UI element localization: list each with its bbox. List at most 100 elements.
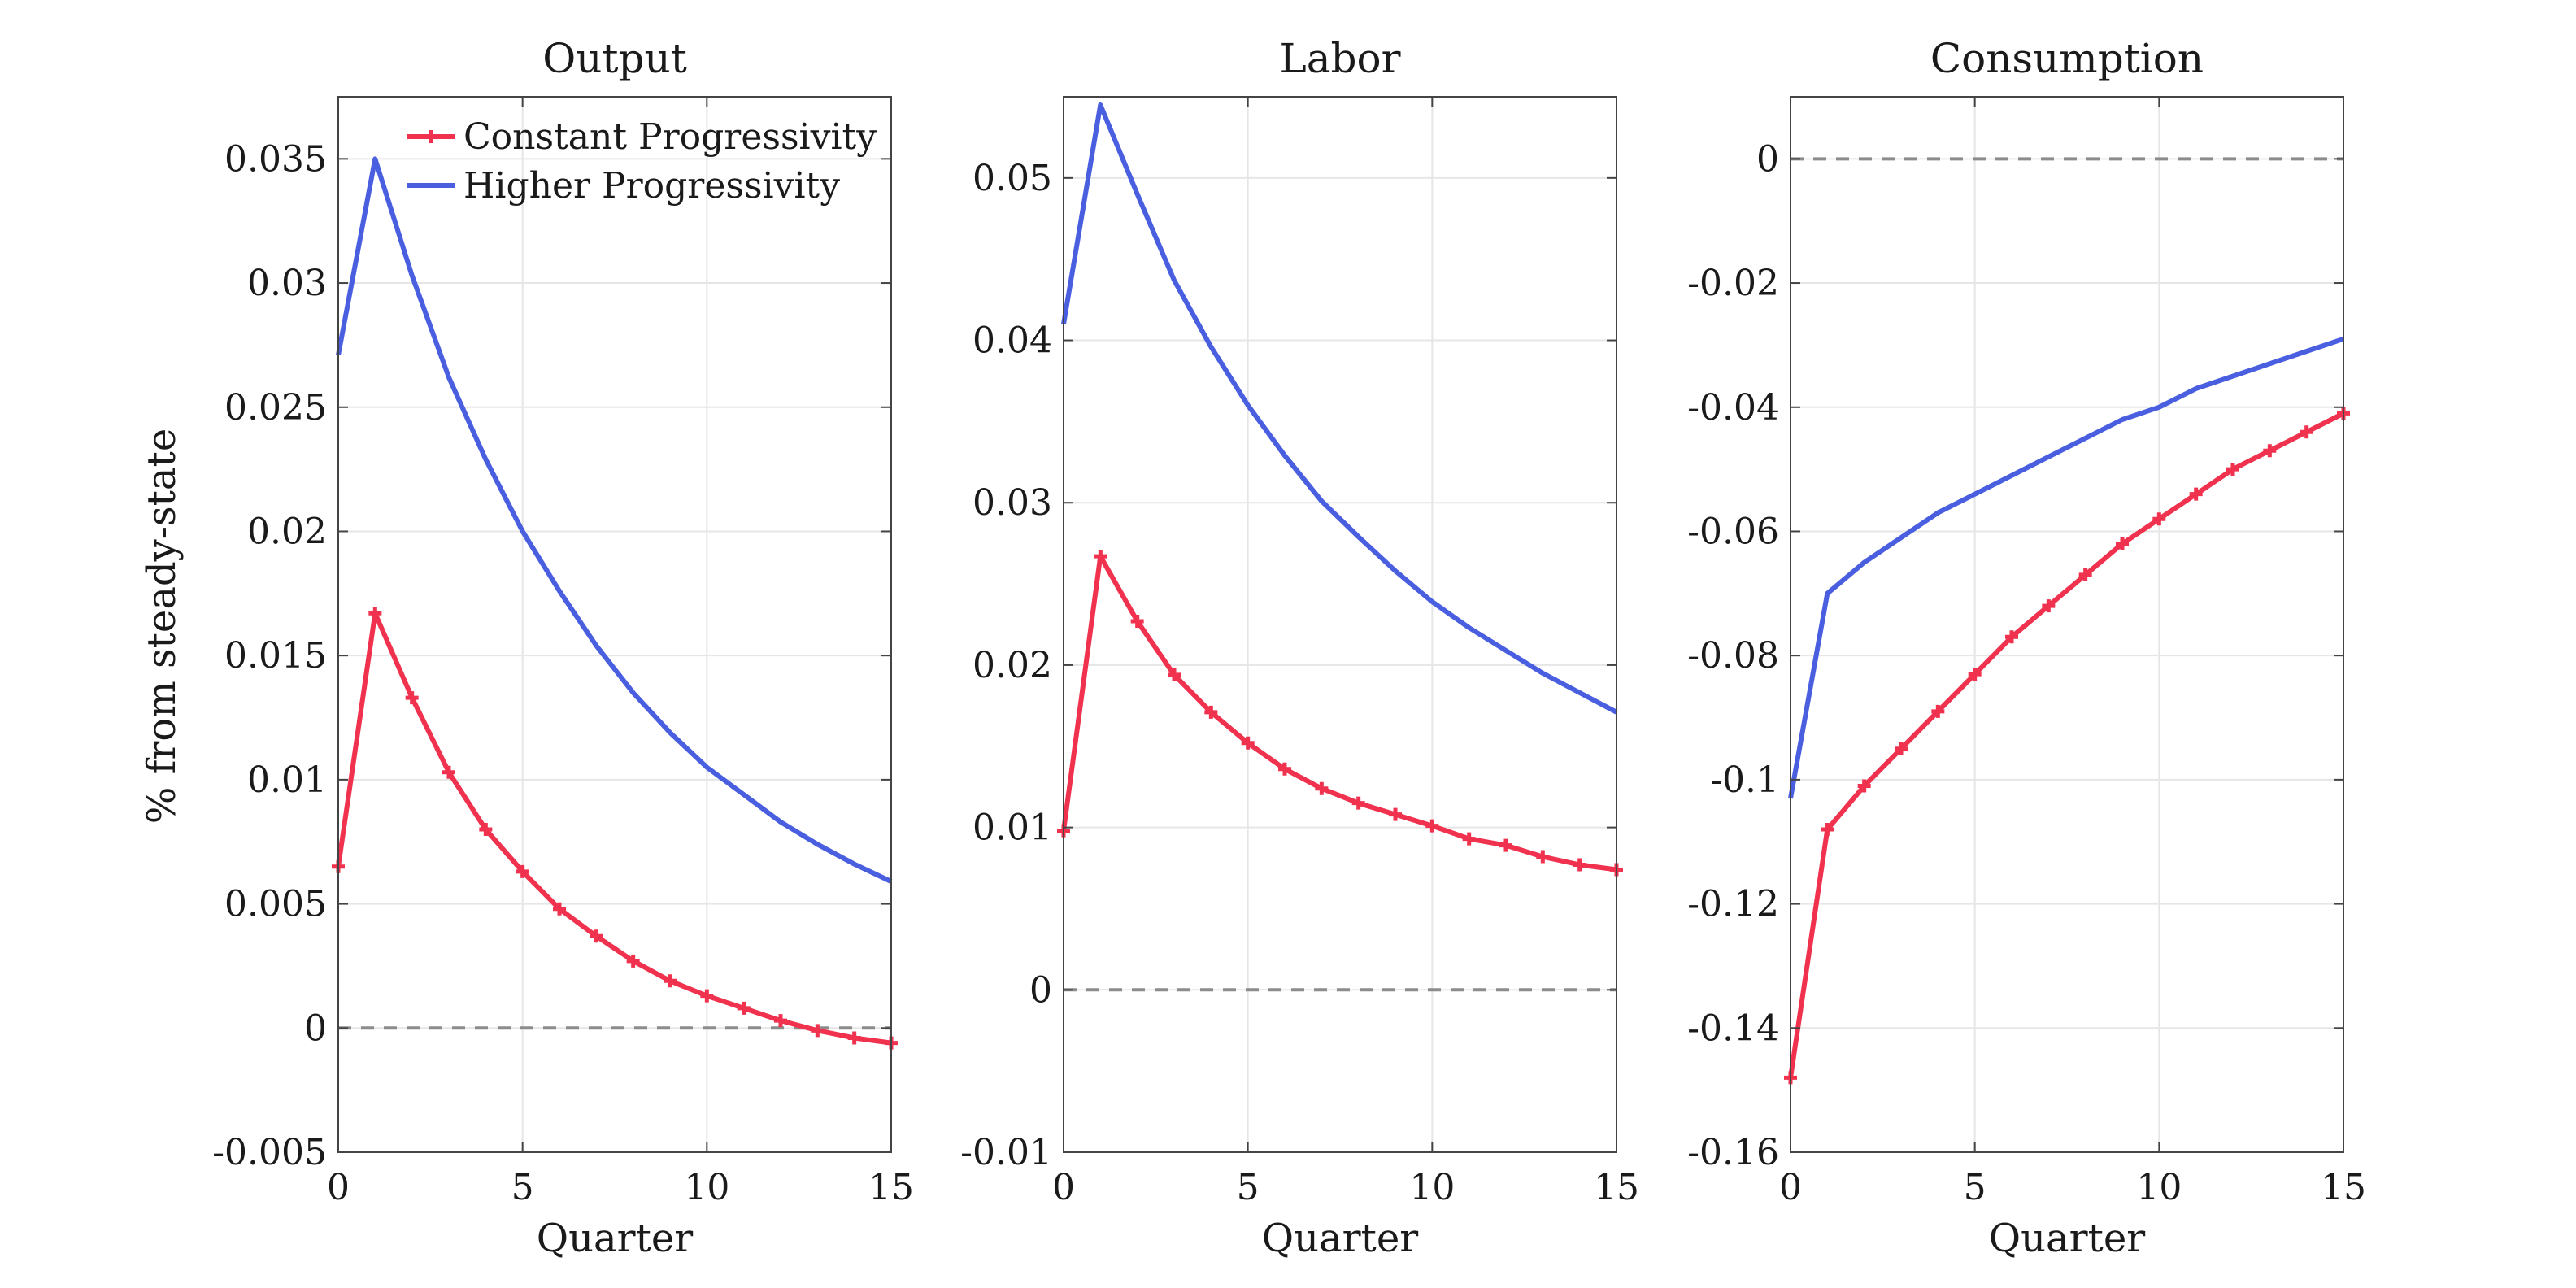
y-tick-label: -0.16: [1687, 1132, 1779, 1173]
x-tick-label: 15: [1594, 1167, 1639, 1208]
axes-box: [1063, 96, 1617, 1153]
data-point-marker: [774, 1014, 787, 1028]
data-point-marker: [1278, 762, 1291, 776]
panel-title: Labor: [1279, 35, 1400, 82]
y-tick-label: 0.01: [973, 807, 1052, 849]
data-point-marker: [553, 902, 566, 916]
plot-area: [1791, 97, 2343, 1152]
data-point-marker: [1573, 858, 1586, 872]
data-point-marker: [479, 822, 493, 836]
y-tick-label: 0.03: [247, 263, 327, 304]
data-point-marker: [1351, 796, 1365, 810]
y-axis-title: % from steady-state: [139, 429, 185, 825]
y-tick-label: 0: [1029, 969, 1052, 1011]
x-axis-title: Quarter: [1989, 1216, 2146, 1261]
y-tick-label: -0.14: [1687, 1007, 1779, 1049]
data-point-marker: [2078, 568, 2092, 581]
y-tick-label: 0.015: [224, 635, 327, 677]
axes-box: [337, 96, 892, 1153]
data-point-marker: [368, 607, 382, 620]
data-point-marker: [1389, 807, 1402, 821]
panels: -0.00500.0050.010.0150.020.0250.030.0350…: [212, 35, 2366, 1261]
y-tick-label: 0.02: [973, 645, 1052, 686]
data-point-marker: [2300, 425, 2313, 439]
data-point-marker: [1499, 838, 1512, 852]
y-tick-label: -0.1: [1710, 759, 1779, 801]
data-point-marker: [1462, 832, 1476, 846]
y-tick-label: -0.01: [960, 1132, 1052, 1173]
panel-output: -0.00500.0050.010.0150.020.0250.030.0350…: [212, 35, 914, 1261]
data-point-marker: [737, 1001, 751, 1015]
x-tick-label: 5: [511, 1167, 534, 1208]
data-point-marker: [2005, 630, 2018, 644]
data-point-marker: [1204, 705, 1218, 719]
legend-label: Higher Progressivity: [463, 165, 840, 207]
data-point-marker: [1968, 668, 1982, 681]
series-line-higher: [336, 156, 893, 884]
data-point-marker: [2189, 487, 2203, 501]
data-point-marker: [516, 864, 529, 878]
panel-title: Output: [542, 35, 687, 82]
data-point-marker: [1857, 779, 1871, 793]
data-point-marker: [590, 929, 603, 943]
data-point-marker: [1315, 781, 1329, 795]
data-point-marker: [405, 691, 419, 705]
y-tick-label: 0.035: [224, 138, 327, 180]
x-tick-label: 0: [1779, 1167, 1802, 1208]
x-tick-label: 0: [1052, 1167, 1075, 1208]
panel-consumption: -0.16 -0.14 -0.12 -0.1 -0.08 -0.06 -0.04 -0.02 0…: [1687, 35, 2366, 1261]
y-tick-label: 0.025: [224, 387, 327, 429]
plot-area: [1064, 97, 1617, 1152]
y-tick-label: 0: [1756, 138, 1779, 180]
x-tick-label: 5: [1237, 1167, 1260, 1208]
y-tick-label: -0.005: [212, 1132, 327, 1173]
x-tick-label: 0: [327, 1167, 350, 1208]
data-point-marker: [2042, 599, 2056, 613]
series-line-constant: [1788, 411, 2345, 1078]
y-tick-label: 0.005: [224, 884, 327, 925]
data-point-marker: [2263, 444, 2277, 458]
data-point-marker: [1931, 704, 1945, 718]
series-line-constant: [1061, 554, 1617, 872]
data-point-marker: [2152, 512, 2166, 526]
y-tick-label: 0.03: [973, 482, 1052, 524]
y-tick-label: -0.04: [1687, 387, 1779, 429]
data-point-marker: [1536, 850, 1550, 864]
x-axis-title: Quarter: [1262, 1216, 1419, 1261]
data-point-marker: [2226, 463, 2239, 476]
y-tick-label: -0.06: [1687, 511, 1779, 552]
data-point-marker: [1241, 736, 1255, 750]
data-point-marker: [847, 1031, 861, 1045]
x-tick-label: 10: [684, 1167, 729, 1208]
plot-area: [338, 97, 891, 1152]
data-point-marker: [1895, 742, 1908, 755]
y-tick-label: 0: [304, 1007, 327, 1049]
data-point-marker: [1425, 819, 1439, 833]
x-tick-label: 10: [2136, 1167, 2182, 1208]
data-point-marker: [811, 1024, 825, 1038]
legend: Constant Progressivity Higher Progressivi…: [407, 116, 877, 207]
y-tick-label: 0.02: [247, 511, 327, 552]
x-axis-title: Quarter: [537, 1216, 694, 1261]
axes-box: [1790, 96, 2344, 1153]
data-point-marker: [442, 765, 455, 779]
legend-label: Constant Progressivity: [463, 116, 877, 158]
data-point-marker: [1130, 615, 1144, 629]
y-tick-label: 0.05: [973, 158, 1052, 199]
panel-title: Consumption: [1930, 35, 2204, 82]
data-point-marker: [1168, 668, 1181, 681]
data-point-marker: [664, 974, 677, 988]
x-tick-label: 15: [868, 1167, 914, 1208]
data-point-marker: [1094, 550, 1107, 564]
series-line-constant: [336, 611, 892, 1046]
data-point-marker: [1821, 822, 1834, 836]
y-tick-label: 0.01: [247, 759, 327, 801]
x-tick-label: 10: [1409, 1167, 1455, 1208]
series-line-higher: [1788, 336, 2344, 799]
legend-marker: [424, 130, 437, 143]
x-tick-label: 15: [2321, 1167, 2366, 1208]
y-tick-label: -0.08: [1687, 635, 1779, 677]
data-point-marker: [626, 954, 640, 968]
